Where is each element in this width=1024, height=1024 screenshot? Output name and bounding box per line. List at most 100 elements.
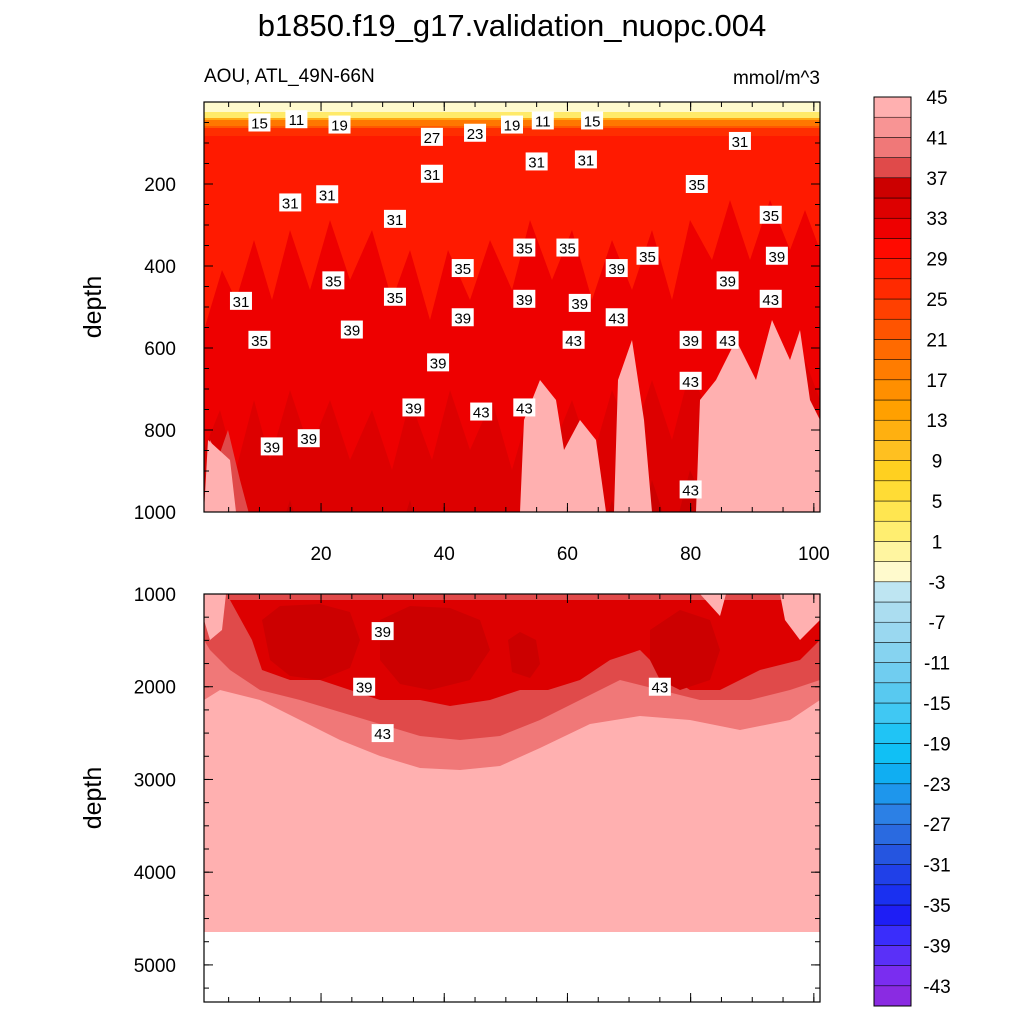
- contour-label-text: 35: [762, 208, 779, 225]
- colorbar-box: [873, 541, 912, 562]
- contour-label-text: 31: [233, 294, 250, 311]
- contour-label-text: 43: [473, 405, 490, 422]
- contour-label-text: 31: [732, 134, 749, 151]
- contour-label-box: [420, 164, 443, 183]
- contour-label-box: [260, 437, 283, 456]
- contour-label-box: [605, 259, 628, 278]
- colorbar-box: [873, 763, 912, 785]
- contour-label: 39: [513, 289, 536, 309]
- contour-label-text: 35: [559, 241, 576, 258]
- contour-label-box: [531, 111, 554, 130]
- contour-label: 39: [260, 437, 283, 456]
- colorbar-box: [873, 440, 912, 461]
- y-tick-label: 1000: [134, 503, 176, 524]
- contour-label: 35: [759, 205, 782, 225]
- contour-label-box: [728, 131, 751, 150]
- contour-label: 39: [605, 259, 628, 278]
- contour-label-box: [353, 677, 376, 696]
- colorbar-box: [873, 96, 912, 118]
- contour-label-box: [568, 293, 591, 312]
- contour-label-text: 39: [300, 431, 317, 448]
- contour-label: 31: [279, 193, 302, 212]
- y-tick-label: 1000: [134, 585, 176, 606]
- y-tick-label: 4000: [134, 863, 176, 884]
- contour-label-box: [371, 724, 394, 743]
- colorbar-label: -39: [923, 936, 950, 957]
- colorbar-box: [873, 116, 912, 138]
- colorbar-box: [873, 904, 912, 926]
- contour-label-box: [556, 238, 579, 257]
- contour-label-box: [420, 127, 443, 146]
- contour-label: 27: [420, 127, 443, 147]
- colorbar-box: [873, 278, 912, 300]
- contour-label-box: [427, 353, 450, 372]
- contour-label: 11: [531, 111, 554, 130]
- contour-label-text: 31: [387, 212, 404, 229]
- colorbar-label: -15: [923, 694, 950, 715]
- contour-label-box: [297, 429, 320, 448]
- contour-label-text: 39: [516, 292, 533, 309]
- colorbar-box: [873, 500, 912, 522]
- colorbar-box: [873, 480, 912, 502]
- y-tick-label: 2000: [134, 678, 176, 699]
- chart-subtitle: AOU, ATL_49N-66N: [204, 66, 375, 87]
- contour-label: 39: [402, 398, 425, 417]
- contour-label-text: 39: [608, 261, 625, 278]
- contour-label: 35: [451, 259, 474, 278]
- colorbar-label: 9: [932, 452, 943, 473]
- colorbar-box: [873, 945, 912, 966]
- contour-label: 39: [371, 622, 394, 641]
- contour-label: 35: [556, 238, 579, 258]
- colorbar-box: [873, 581, 912, 603]
- contour-label-text: 43: [719, 333, 736, 350]
- colorbar-label: -7: [929, 613, 946, 634]
- contour-label-text: 39: [454, 310, 471, 327]
- colorbar-box: [873, 419, 912, 441]
- contour-label: 43: [562, 330, 585, 350]
- contour-label-box: [648, 677, 671, 696]
- contour-label-box: [229, 291, 252, 310]
- y-tick-label: 200: [144, 175, 176, 196]
- contour-label-text: 19: [331, 118, 348, 135]
- contour-label-text: 43: [516, 400, 533, 417]
- contour-label-text: 39: [263, 439, 280, 456]
- contour-label: 43: [513, 398, 536, 417]
- contour-label-text: 35: [639, 249, 656, 266]
- contour-label-text: 43: [565, 333, 582, 350]
- contour-label: 39: [765, 246, 788, 266]
- y-tick-label: 400: [144, 257, 176, 278]
- colorbar-box: [873, 621, 912, 643]
- contour-label-box: [574, 150, 597, 169]
- contour-label-text: 31: [528, 154, 545, 171]
- contour-label: 39: [340, 320, 363, 340]
- contour-label-box: [451, 308, 474, 327]
- contour-label: 15: [581, 111, 604, 130]
- contour-label-text: 43: [374, 726, 391, 743]
- contour-label: 39: [297, 429, 320, 448]
- contour-label-box: [316, 185, 339, 204]
- contour-label: 31: [316, 185, 339, 204]
- contour-label-text: 43: [608, 310, 625, 327]
- contour-label-box: [248, 330, 271, 349]
- colorbar-label: 37: [926, 169, 947, 190]
- colorbar-box: [873, 985, 912, 1007]
- contour-label: 43: [679, 371, 702, 391]
- contour-label: 39: [427, 353, 450, 372]
- colorbar-label: -27: [923, 815, 950, 836]
- contour-label-text: 43: [682, 482, 699, 499]
- contour-label: 39: [679, 330, 702, 350]
- contour-label: 39: [716, 271, 739, 290]
- contour-label-text: 11: [535, 113, 551, 130]
- colorbar-box: [873, 258, 912, 280]
- contour-label: 39: [568, 293, 591, 313]
- contour-label-box: [636, 246, 659, 265]
- colorbar-label: -3: [929, 573, 946, 594]
- colorbar-label: 33: [926, 209, 947, 230]
- contour-label-text: 27: [424, 130, 441, 147]
- contour-label: 23: [464, 123, 487, 143]
- contour-label-box: [513, 398, 536, 417]
- contour-label: 43: [759, 289, 782, 309]
- contour-label-box: [562, 330, 585, 349]
- x-tick-label: 20: [310, 544, 331, 565]
- contour-label: 35: [322, 271, 345, 290]
